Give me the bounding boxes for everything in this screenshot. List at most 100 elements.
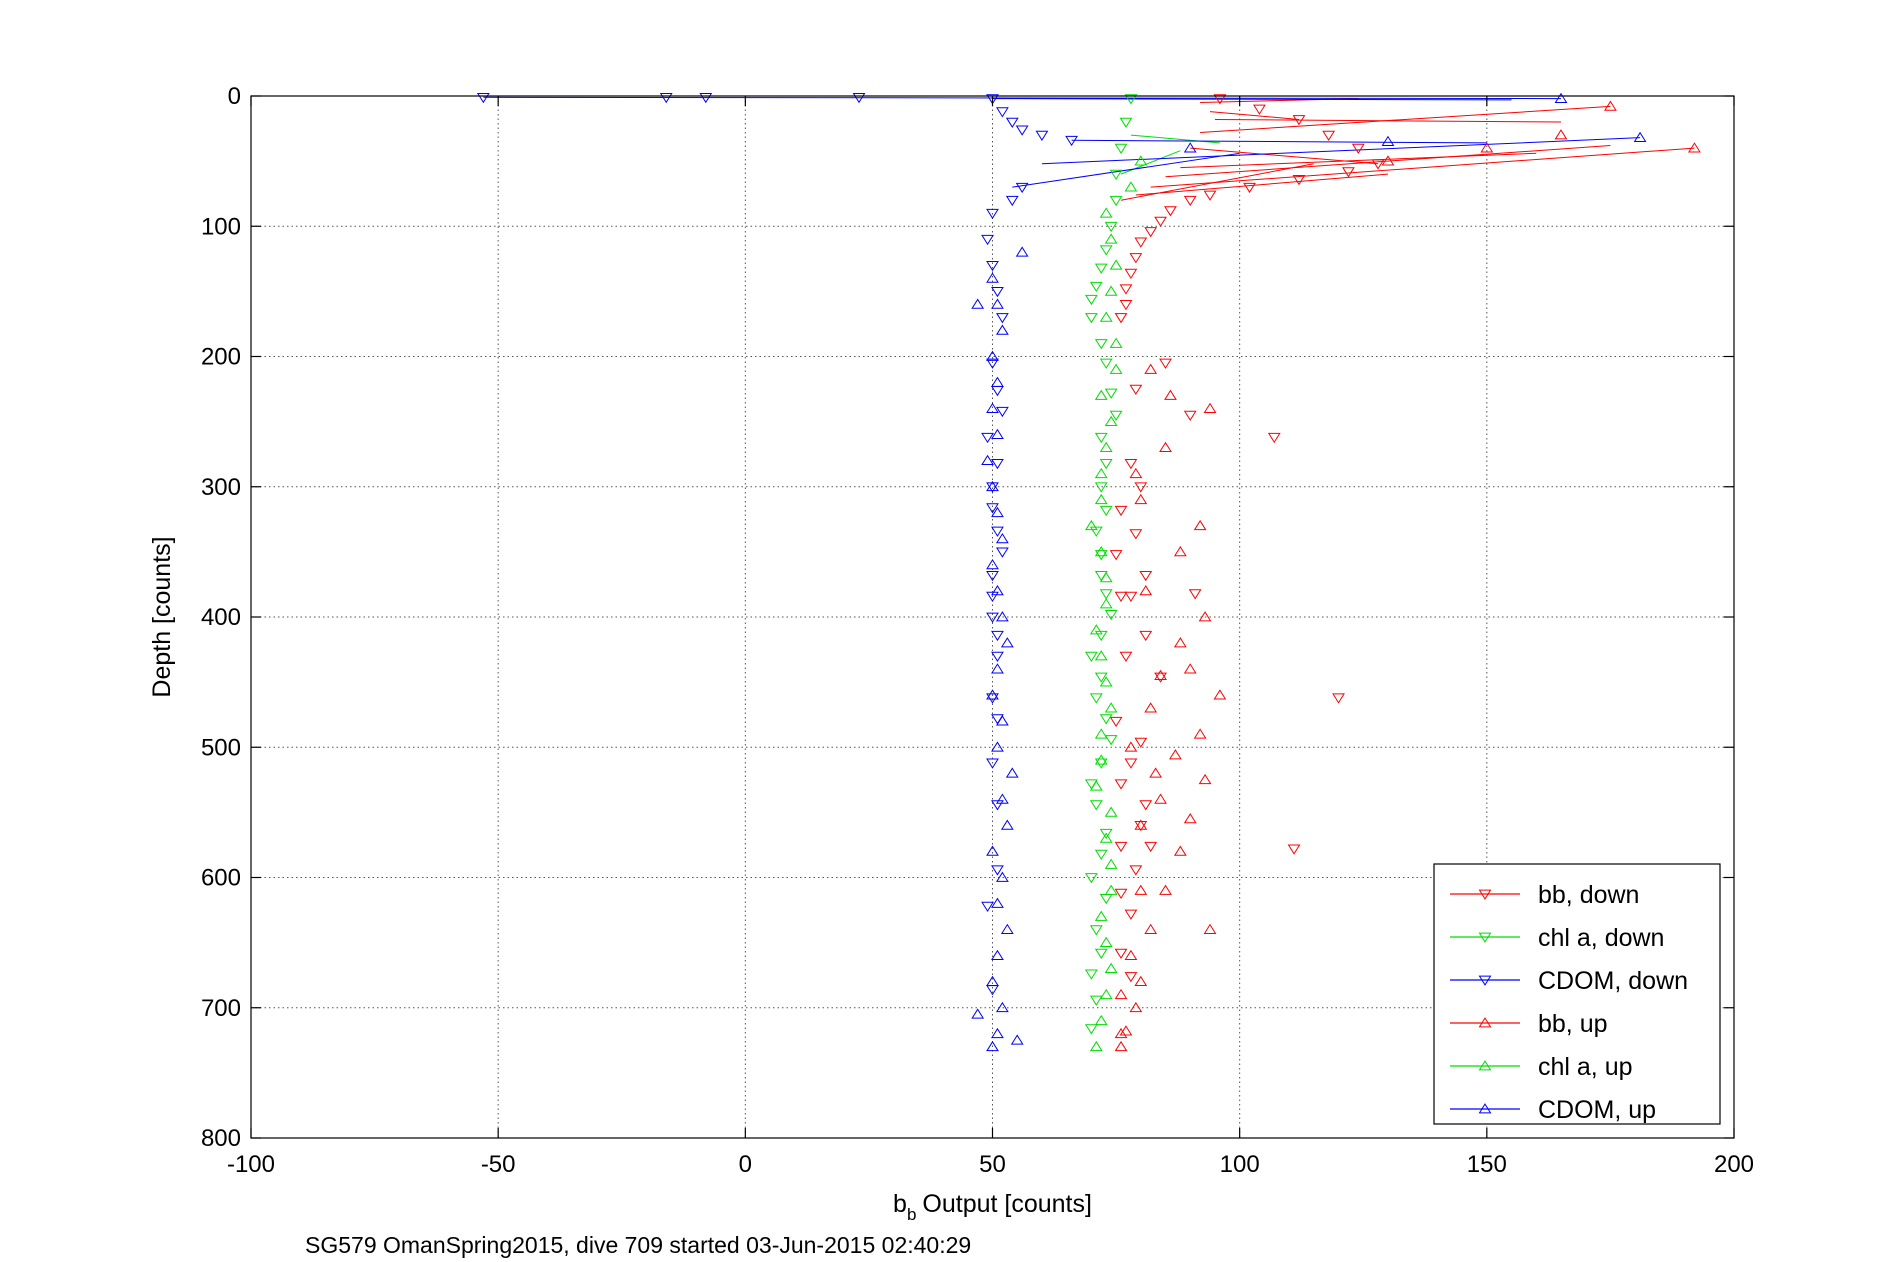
x-tick-labels: -100 -50 0 50 100 150 200 xyxy=(227,1151,1754,1178)
data-point xyxy=(995,1001,1009,1013)
data-point xyxy=(1124,741,1138,752)
data-point xyxy=(1188,589,1202,600)
data-point xyxy=(1124,94,1138,105)
data-point xyxy=(1094,432,1108,444)
data-point xyxy=(1114,779,1128,790)
data-point xyxy=(1193,519,1207,531)
legend-box xyxy=(1433,863,1721,1125)
data-point xyxy=(1094,482,1108,493)
data-point xyxy=(991,526,1004,537)
data-point xyxy=(1203,402,1217,413)
x-axis-label-main: Output [counts] xyxy=(922,1190,1092,1218)
y-tick-label: 200 xyxy=(201,344,241,371)
data-point xyxy=(1322,130,1336,141)
data-point xyxy=(1164,389,1177,400)
data-point xyxy=(1099,245,1113,256)
data-point xyxy=(1099,988,1113,1000)
data-point xyxy=(1381,135,1395,146)
data-point xyxy=(1089,800,1103,811)
data-point xyxy=(1094,910,1108,921)
data-point xyxy=(981,432,994,444)
data-point xyxy=(1089,995,1103,1006)
x-tick-label: 200 xyxy=(1714,1151,1754,1178)
legend: bb, down chl a, down CDOM, down bb, up chl a… xyxy=(1433,863,1721,1125)
data-point xyxy=(1183,812,1197,824)
data-trail xyxy=(1180,152,1537,169)
data-point xyxy=(1089,1040,1103,1052)
data-point xyxy=(1604,100,1617,111)
data-point xyxy=(1124,181,1138,192)
data-point xyxy=(986,503,999,514)
data-point xyxy=(1129,253,1143,264)
data-point xyxy=(1094,389,1108,400)
data-point xyxy=(1193,728,1207,739)
data-point xyxy=(991,376,1004,387)
y-tick-label: 600 xyxy=(201,865,241,892)
data-point xyxy=(1129,529,1143,540)
data-point xyxy=(1084,1024,1098,1035)
data-trail xyxy=(1135,173,1389,196)
data-point xyxy=(986,260,999,272)
data-point xyxy=(1183,663,1197,674)
data-point xyxy=(995,406,1009,418)
data-point xyxy=(1144,702,1158,713)
data-point xyxy=(986,272,999,283)
data-point xyxy=(1104,702,1118,713)
data-point xyxy=(1198,611,1212,622)
x-tick-label: 100 xyxy=(1220,1151,1260,1178)
legend-item: chl a, up xyxy=(1450,1053,1633,1081)
legend-marker xyxy=(1478,932,1492,943)
data-point xyxy=(1203,923,1217,934)
data-point xyxy=(1109,259,1123,270)
data-point xyxy=(1159,441,1172,453)
legend-label: chl a, up xyxy=(1538,1053,1633,1081)
x-tick-label: 0 xyxy=(739,1151,752,1178)
data-trail xyxy=(1120,150,1181,175)
data-trails xyxy=(483,96,1695,201)
data-point xyxy=(1287,844,1301,855)
legend-marker xyxy=(1478,1017,1492,1028)
legend-label: bb, down xyxy=(1538,881,1639,909)
data-trail xyxy=(1209,111,1300,120)
data-point xyxy=(1000,923,1014,934)
data-point xyxy=(1094,728,1108,739)
data-point xyxy=(1089,693,1103,704)
data-point xyxy=(1134,819,1148,830)
data-point xyxy=(991,663,1004,674)
data-point xyxy=(1099,505,1113,517)
y-tick-label: 400 xyxy=(201,604,241,631)
series-5 xyxy=(971,92,1647,1052)
data-point xyxy=(1099,589,1113,600)
data-point xyxy=(1094,630,1108,642)
data-point xyxy=(991,800,1004,811)
data-point xyxy=(1010,1034,1024,1045)
data-point xyxy=(1104,415,1118,426)
data-point xyxy=(1134,493,1148,505)
data-point xyxy=(1183,195,1197,207)
data-point xyxy=(1114,1027,1128,1039)
data-point xyxy=(1035,130,1049,141)
data-point xyxy=(1094,550,1108,561)
data-point xyxy=(1094,650,1108,661)
data-point xyxy=(1292,175,1306,186)
data-point xyxy=(1124,268,1138,280)
data-point xyxy=(1124,972,1138,983)
data-point xyxy=(995,107,1009,118)
data-point xyxy=(981,234,994,246)
series-1 xyxy=(1084,94,1138,1035)
data-point xyxy=(991,585,1004,596)
data-point xyxy=(1139,585,1153,596)
data-point xyxy=(1109,363,1123,374)
x-axis-label-prefix: b xyxy=(893,1190,907,1218)
data-point xyxy=(1094,1014,1108,1026)
data-point xyxy=(971,298,985,309)
data-point xyxy=(1094,672,1108,683)
data-point xyxy=(1351,143,1365,154)
data-point xyxy=(1124,909,1138,920)
data-point xyxy=(1005,117,1019,128)
data-point xyxy=(986,845,999,856)
data-trail xyxy=(1165,144,1611,178)
data-point xyxy=(1104,610,1118,621)
data-point xyxy=(1114,888,1128,900)
